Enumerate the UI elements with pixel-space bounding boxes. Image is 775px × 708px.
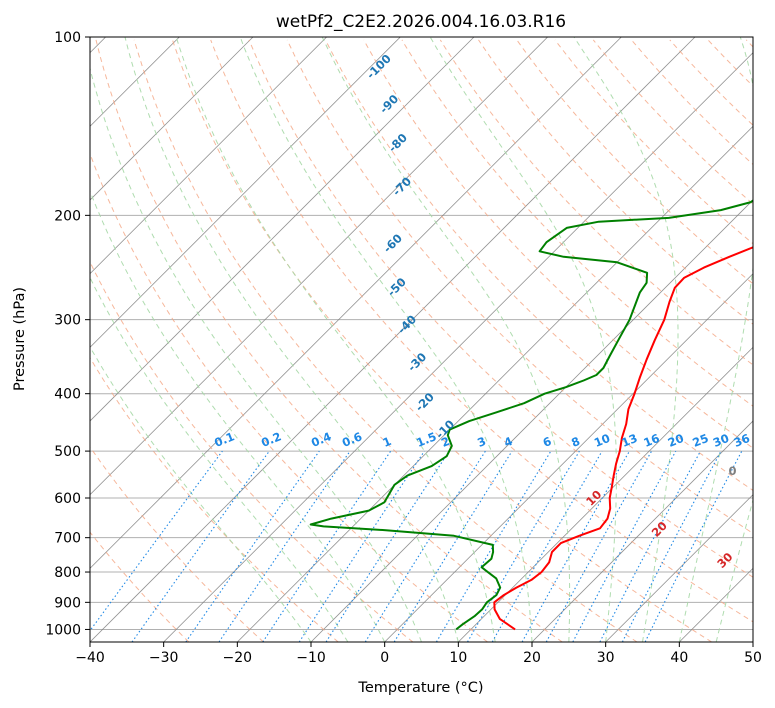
- dry-adiabat: [248, 39, 753, 578]
- dry-adiabat: [516, 39, 753, 285]
- mixing-ratio-line: [262, 450, 392, 642]
- dry-adiabat: [478, 39, 753, 325]
- isotherm: [163, 52, 753, 642]
- y-tick-label: 600: [54, 491, 81, 507]
- isotherm: [90, 37, 327, 275]
- dry-adiabat: [363, 39, 753, 449]
- isotherm: [384, 273, 753, 642]
- dry-adiabat: [210, 39, 753, 623]
- plot-frame: [89, 36, 754, 643]
- y-tick-label: 700: [54, 531, 81, 547]
- dry-adiabat: [95, 39, 563, 642]
- mixing-ratio-line: [572, 450, 677, 642]
- isotherm: [90, 37, 401, 348]
- moist-adiabat: [321, 37, 571, 642]
- isotherm: [90, 37, 475, 422]
- y-tick-label: 800: [54, 565, 81, 581]
- mixing-ratio-label: 20: [666, 431, 686, 450]
- isotherm: [90, 37, 696, 642]
- x-tick-label: 10: [449, 650, 467, 666]
- moist-adiabat: [90, 276, 349, 642]
- mixing-ratio-line: [644, 450, 743, 642]
- x-tick-label: −40: [75, 650, 105, 666]
- mixing-ratio-line: [298, 450, 425, 642]
- moist-adiabat: [175, 37, 496, 642]
- isotherm: [605, 494, 753, 642]
- dry-adiabat: [133, 39, 638, 642]
- temperature-profile: [493, 246, 753, 631]
- isotherm-zero-label: 0: [729, 464, 737, 478]
- dry-adiabat: [286, 39, 753, 534]
- isotherm: [237, 125, 753, 642]
- mixing-ratio-label: 30: [711, 431, 731, 450]
- chart-title: wetPf2_C2E2.2026.004.16.03.R16: [276, 12, 566, 32]
- y-tick-label: 200: [54, 208, 81, 224]
- mixing-ratio-line: [131, 450, 270, 642]
- x-tick-label: −20: [223, 650, 253, 666]
- dry-adiabat: [90, 531, 190, 642]
- moist-adiabats: [90, 37, 753, 642]
- mixing-ratio-line: [218, 450, 351, 642]
- moist-adiabat: [90, 66, 422, 642]
- isotherm: [90, 37, 622, 569]
- x-tick-label: 0: [380, 650, 389, 666]
- mixing-ratio-label: 25: [690, 431, 710, 450]
- x-axis-label: Temperature (°C): [357, 680, 483, 696]
- dry-adiabat: [90, 152, 488, 642]
- mixing-ratio-line: [393, 450, 513, 642]
- y-axis-label: Pressure (hPa): [12, 287, 28, 391]
- mixing-ratio-line: [521, 450, 630, 642]
- skewed-isotherms: [90, 37, 753, 642]
- mixing-ratio-line: [325, 450, 450, 642]
- dry-adiabat: [554, 39, 753, 245]
- x-tick-label: 50: [744, 650, 762, 666]
- dry-adiabat: [325, 39, 753, 492]
- x-axis-ticks: −40 −30 −20 −10 0 10 20 30 40 50: [75, 642, 762, 666]
- dry-adiabat: [631, 39, 753, 166]
- y-tick-label: 900: [54, 595, 81, 611]
- isotherm: [458, 346, 753, 642]
- moist-adiabat: [124, 37, 459, 642]
- y-tick-label: 400: [54, 387, 81, 403]
- pressure-gridlines: [90, 37, 753, 630]
- moist-adiabat: [429, 37, 617, 642]
- mixing-ratio-label: 36: [732, 431, 752, 450]
- sounding-series: [309, 199, 753, 631]
- y-tick-label: 1000: [45, 622, 81, 638]
- x-tick-label: 20: [523, 650, 541, 666]
- dewpoint-profile: [309, 199, 753, 631]
- mixing-ratio-lines: [90, 450, 743, 642]
- mixing-ratio-line: [185, 450, 320, 642]
- mixing-ratio-label: 16: [641, 431, 661, 450]
- y-tick-label: 500: [54, 444, 81, 460]
- dry-adiabat: [439, 39, 753, 366]
- mixing-ratio-label: 10: [592, 431, 612, 450]
- y-axis-ticks: 100 200 300 400 500 600 700 800 900 1000: [45, 30, 90, 638]
- moist-adiabat: [90, 189, 386, 642]
- isotherm: [531, 420, 753, 642]
- x-tick-label: 30: [597, 650, 615, 666]
- y-tick-label: 300: [54, 313, 81, 329]
- moist-adiabat: [239, 37, 533, 642]
- isotherm: [90, 37, 548, 496]
- moist-adiabat: [90, 346, 312, 642]
- isotherm: [90, 37, 254, 201]
- mixing-ratio-label: 13: [619, 431, 639, 450]
- x-tick-label: −30: [149, 650, 179, 666]
- mixing-ratio-line: [90, 450, 223, 632]
- y-tick-label: 100: [54, 30, 81, 46]
- dry-adiabat: [401, 39, 753, 407]
- x-tick-label: 40: [670, 650, 688, 666]
- mixing-ratio-line: [545, 450, 653, 642]
- dry-adiabat: [592, 39, 753, 205]
- moist-adiabat: [573, 37, 679, 642]
- x-tick-label: −10: [296, 650, 326, 666]
- plot-background: [90, 37, 753, 642]
